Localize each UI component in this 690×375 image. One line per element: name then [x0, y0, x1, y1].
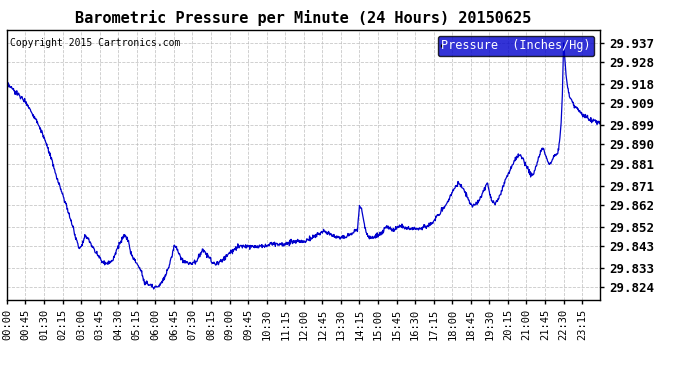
Text: Copyright 2015 Cartronics.com: Copyright 2015 Cartronics.com: [10, 38, 180, 48]
Title: Barometric Pressure per Minute (24 Hours) 20150625: Barometric Pressure per Minute (24 Hours…: [75, 10, 532, 26]
Legend: Pressure  (Inches/Hg): Pressure (Inches/Hg): [437, 36, 594, 56]
